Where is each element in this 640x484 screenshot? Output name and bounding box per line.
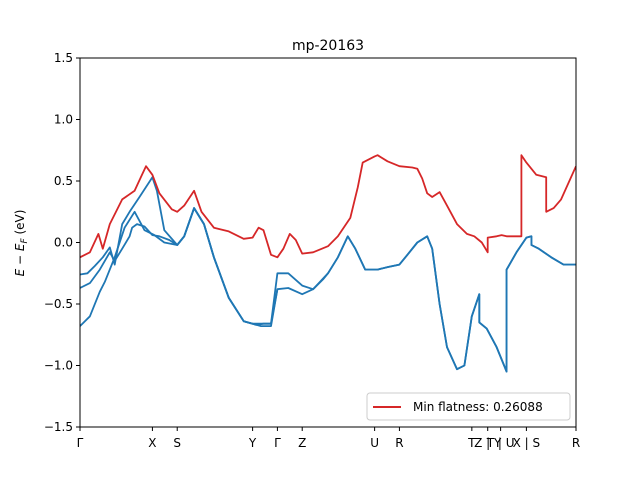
x-tick-label: R <box>395 436 403 450</box>
chart-title: mp-20163 <box>292 38 364 54</box>
y-tick-label: −1.0 <box>44 359 73 373</box>
y-tick-label: 1.0 <box>54 113 73 127</box>
x-tick-label: Z | Y <box>474 436 502 450</box>
y-tick-label: −1.5 <box>44 420 73 434</box>
band-line <box>80 176 576 373</box>
legend: Min flatness: 0.26088 <box>366 392 571 421</box>
legend-box <box>366 392 571 421</box>
plot-frame <box>79 57 577 428</box>
y-tick-label: −0.5 <box>44 297 73 311</box>
y-tick-label: 0.5 <box>54 174 73 188</box>
flat-band-line <box>80 154 576 259</box>
x-tick-label: X <box>148 436 156 450</box>
x-tick-label: X | S <box>513 436 541 450</box>
y-ticks: 1.5 1.0 0.5 0.0 −0.5 −1.0 −1.5 <box>44 51 80 434</box>
x-tick-label: Y <box>248 436 257 450</box>
x-tick-label: T | U <box>486 436 515 450</box>
x-tick-label: Z <box>298 436 306 450</box>
x-ticks: Γ X S Y Γ Z U R TZ | YT | UX | S R <box>77 427 580 450</box>
band-lines <box>80 154 576 373</box>
y-axis-label: E − EF (eV) <box>13 210 30 277</box>
x-tick-label: S <box>173 436 181 450</box>
x-tick-label: Γ <box>274 436 281 450</box>
x-tick-label: T <box>467 436 476 450</box>
y-tick-label: 0.0 <box>54 236 73 250</box>
y-tick-label: 1.5 <box>54 51 73 65</box>
x-tick-label: U <box>370 436 379 450</box>
k-point-gridlines <box>152 58 526 427</box>
legend-label: Min flatness: 0.26088 <box>413 400 543 414</box>
x-tick-label: R <box>572 436 580 450</box>
band-line <box>80 207 576 373</box>
x-tick-label: Γ <box>77 436 84 450</box>
